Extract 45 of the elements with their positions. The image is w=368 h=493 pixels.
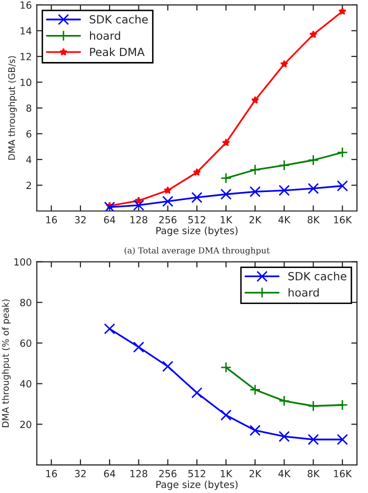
x-tick-label: 16K (334, 216, 352, 224)
legend-label: Peak DMA (90, 48, 145, 56)
x-tick-label: 32 (75, 216, 86, 224)
y-tick-label: 80 (20, 298, 32, 306)
x-axis-title: Page size (bytes) (156, 226, 238, 236)
y-tick-label: 14 (20, 27, 32, 34)
y-tick-label: 4 (26, 156, 32, 164)
y-tick-label: 100 (14, 258, 32, 266)
y-tick-label: 60 (20, 340, 32, 347)
x-tick-label: 256 (159, 216, 176, 224)
y-tick-label: 40 (20, 380, 32, 388)
x-tick-label: 128 (130, 216, 148, 224)
x-tick-label: 8K (308, 470, 320, 478)
x-tick-label: 1K (220, 470, 232, 478)
x-tick-label: 4K (278, 216, 291, 224)
x-tick-label: 256 (159, 470, 176, 478)
y-tick-label: 16 (20, 1, 32, 9)
y-axis-title: DMA throughput (GB/s) (8, 56, 17, 160)
x-tick-label: 64 (104, 470, 116, 478)
text: (a) Total average DMA throughput (124, 247, 270, 256)
x-tick-label: 16K (334, 470, 352, 478)
y-tick-label: 6 (26, 130, 32, 138)
legend-label: hoard (288, 288, 319, 297)
x-axis-title: Page size (bytes) (156, 480, 238, 490)
x-tick-label: 16 (46, 470, 57, 478)
y-axis-title: DMA throughput (% of peak) (2, 300, 11, 428)
x-tick-label: 128 (130, 470, 148, 478)
y-tick-label: 12 (20, 52, 31, 60)
x-tick-label: 512 (188, 216, 206, 224)
legend-label: hoard (90, 31, 120, 40)
x-tick-label: 64 (104, 216, 116, 224)
x-tick-label: 2K (250, 470, 262, 478)
x-tick-label: 16 (46, 216, 57, 224)
x-tick-label: 1K (220, 216, 232, 224)
y-tick-label: 10 (20, 78, 32, 86)
x-tick-label: 8K (308, 216, 320, 224)
y-tick-label: 2 (26, 182, 31, 189)
x-tick-label: 32 (75, 470, 86, 478)
legend-label: SDK cache (288, 272, 346, 280)
y-tick-label: 8 (26, 104, 32, 112)
y-tick-label: 20 (20, 420, 32, 428)
legend-label: SDK cache (90, 14, 148, 24)
x-tick-label: 2K (250, 216, 262, 224)
x-tick-label: 512 (188, 470, 206, 478)
x-tick-label: 4K (278, 470, 291, 478)
